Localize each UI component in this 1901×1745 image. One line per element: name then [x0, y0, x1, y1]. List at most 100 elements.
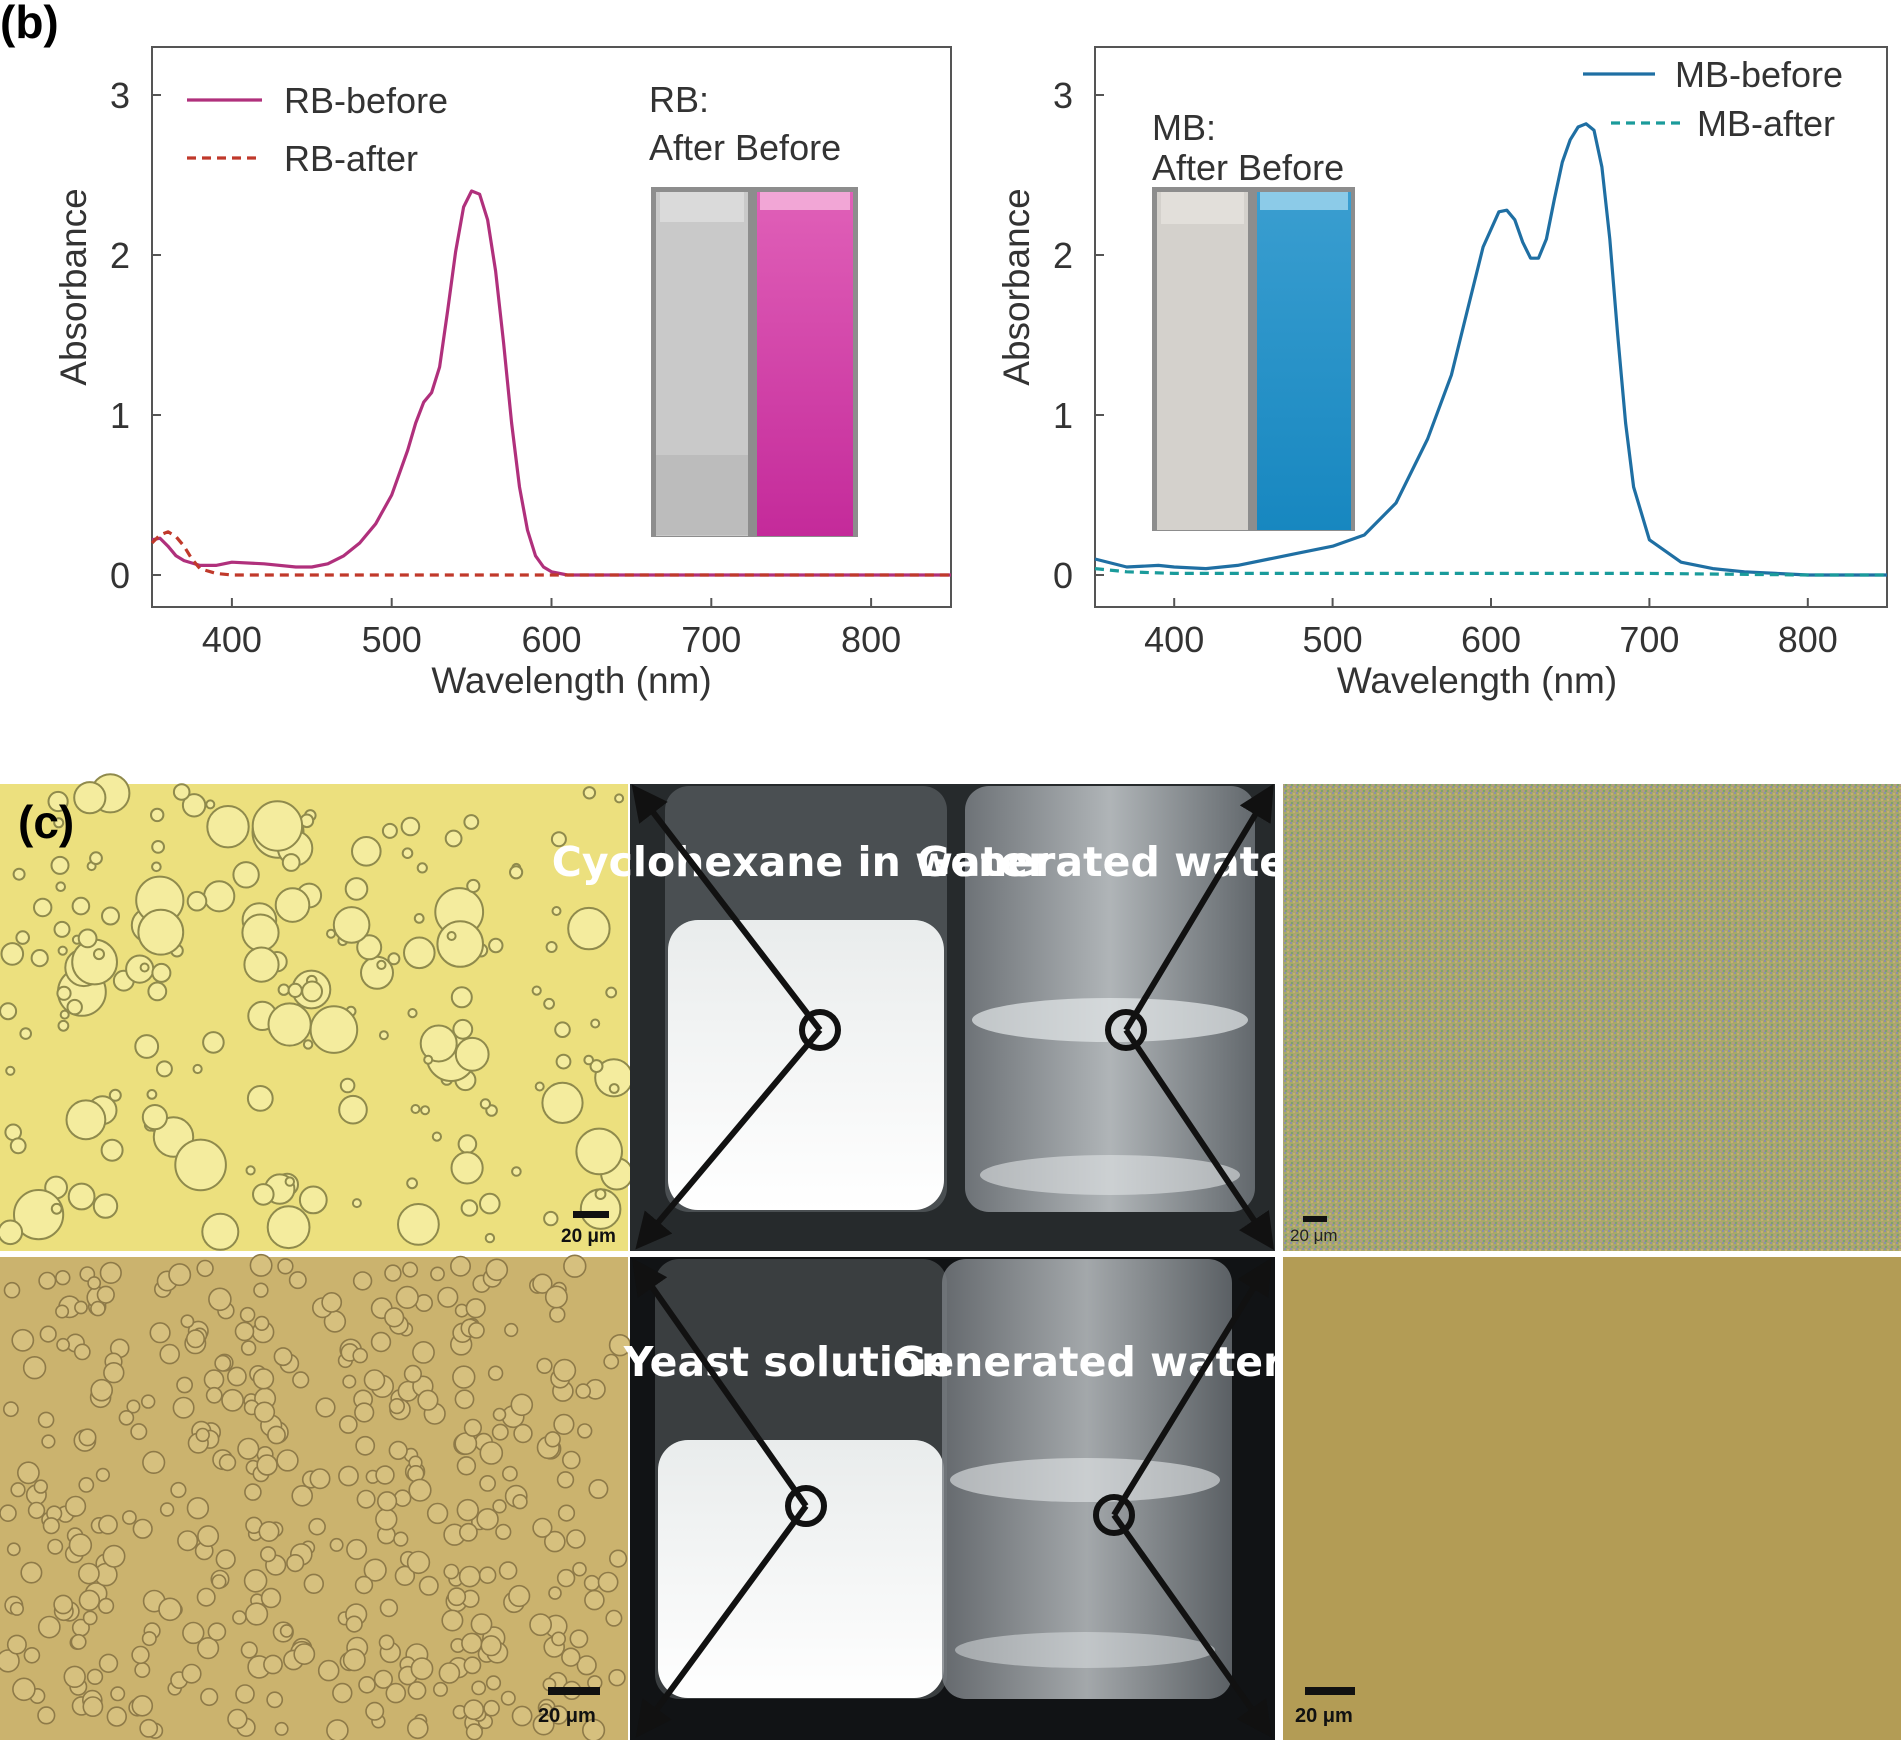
yeast-cell — [553, 1413, 575, 1435]
yeast-cell — [102, 1544, 126, 1568]
yeast-cell — [548, 1705, 569, 1725]
arrow-tr-down — [1123, 1028, 1275, 1250]
micrograph-bottom-left: 20 μm — [0, 1253, 632, 1742]
yeast-cell — [158, 1597, 182, 1622]
yeast-cell — [68, 1533, 93, 1557]
droplet — [5, 1065, 16, 1076]
droplet — [466, 878, 481, 894]
yeast-cell — [338, 1465, 359, 1487]
vial-photo-top: Cyclohexane in water Generated water — [552, 783, 1308, 1251]
droplet — [543, 1210, 559, 1227]
yeast-cell — [215, 1549, 236, 1570]
droplet — [284, 1176, 295, 1187]
arrow-bl-down — [635, 1504, 809, 1738]
yeast-cell — [603, 1353, 620, 1370]
droplet — [108, 1088, 122, 1102]
droplet — [338, 1094, 368, 1125]
rb-y-axis-label: Absorbance — [53, 188, 94, 385]
yeast-cell — [548, 1586, 562, 1600]
yeast-cell — [487, 1365, 504, 1381]
yeast-cell — [196, 1259, 214, 1278]
yeast-cell — [55, 1304, 70, 1319]
droplet — [192, 1063, 203, 1075]
droplet — [605, 986, 618, 999]
yeast-cell — [0, 1649, 20, 1673]
yeast-cell — [456, 1498, 479, 1522]
droplet — [151, 962, 172, 983]
yeast-cell — [551, 1631, 566, 1647]
droplet — [555, 1053, 572, 1070]
rb-xtick-label: 400 — [202, 619, 262, 660]
droplet — [251, 1183, 275, 1206]
droplet — [266, 1205, 311, 1250]
yeast-cell — [402, 1261, 419, 1278]
rb-ytick-label: 1 — [110, 395, 130, 436]
yeast-cell — [332, 1682, 353, 1704]
droplet — [378, 1030, 389, 1041]
yeast-cell — [159, 1343, 180, 1365]
yeast-cell — [181, 1663, 202, 1684]
droplet — [567, 906, 611, 951]
yeast-cell — [258, 1521, 280, 1543]
zoom-circle-tl — [799, 1009, 841, 1051]
yeast-cell — [470, 1613, 493, 1636]
yeast-cell — [375, 1465, 395, 1485]
yeast-cell — [317, 1659, 340, 1682]
yeast-cell — [78, 1562, 100, 1585]
droplet — [12, 867, 26, 881]
mb-x-axis-label: Wavelength (nm) — [1337, 660, 1617, 701]
droplet — [614, 793, 625, 804]
rb-inset-labels: After Before — [649, 127, 841, 168]
yeast-cell — [407, 1681, 427, 1700]
zoom-circle-bl — [785, 1485, 827, 1527]
scale-bar-br — [1305, 1687, 1355, 1695]
yeast-cell — [583, 1574, 601, 1592]
yeast-cell — [90, 1300, 106, 1317]
yeast-cell — [406, 1550, 431, 1575]
mb-xtick-label: 600 — [1461, 619, 1521, 660]
yeast-cell — [458, 1522, 478, 1542]
micrograph-top-right: 20 μm — [1283, 784, 1901, 1251]
yeast-cell — [597, 1571, 619, 1593]
photo-label-yeast: Yeast solution — [623, 1338, 951, 1386]
droplet — [457, 1134, 478, 1154]
yeast-cell — [408, 1478, 432, 1502]
droplet — [302, 1039, 314, 1050]
yeast-cell — [41, 1434, 56, 1449]
yeast-cell — [273, 1347, 293, 1367]
droplet — [351, 1198, 362, 1209]
yeast-cell — [205, 1386, 223, 1404]
yeast-cell — [454, 1389, 475, 1410]
droplet — [59, 1009, 70, 1020]
yeast-cell — [352, 1271, 373, 1291]
yeast-cell — [38, 1271, 57, 1290]
droplet — [151, 861, 162, 873]
yeast-cell — [170, 1481, 187, 1499]
yeast-cell — [384, 1307, 405, 1328]
yeast-cell — [134, 1662, 151, 1679]
yeast-cell — [388, 1397, 406, 1415]
droplet — [281, 853, 301, 872]
yeast-cell — [235, 1684, 255, 1704]
yeast-cell — [354, 1575, 374, 1595]
yeast-cell — [447, 1587, 467, 1607]
yeast-cell — [176, 1376, 193, 1394]
droplet — [356, 934, 383, 961]
yeast-cell — [513, 1423, 533, 1444]
yeast-cell — [463, 1418, 483, 1437]
yeast-cell — [605, 1609, 623, 1627]
droplet — [155, 1060, 173, 1078]
droplet — [583, 1054, 595, 1066]
yeast-cell — [479, 1441, 504, 1465]
yeast-cell — [393, 1531, 409, 1547]
droplet — [73, 781, 107, 815]
yeast-cell — [485, 1675, 502, 1691]
yeast-cell — [82, 1696, 104, 1718]
yeast-cell — [384, 1264, 402, 1282]
droplet — [277, 983, 290, 996]
yeast-cell — [207, 1622, 227, 1641]
droplet — [488, 937, 504, 954]
droplet — [243, 946, 280, 983]
yeast-cell — [492, 1499, 507, 1514]
